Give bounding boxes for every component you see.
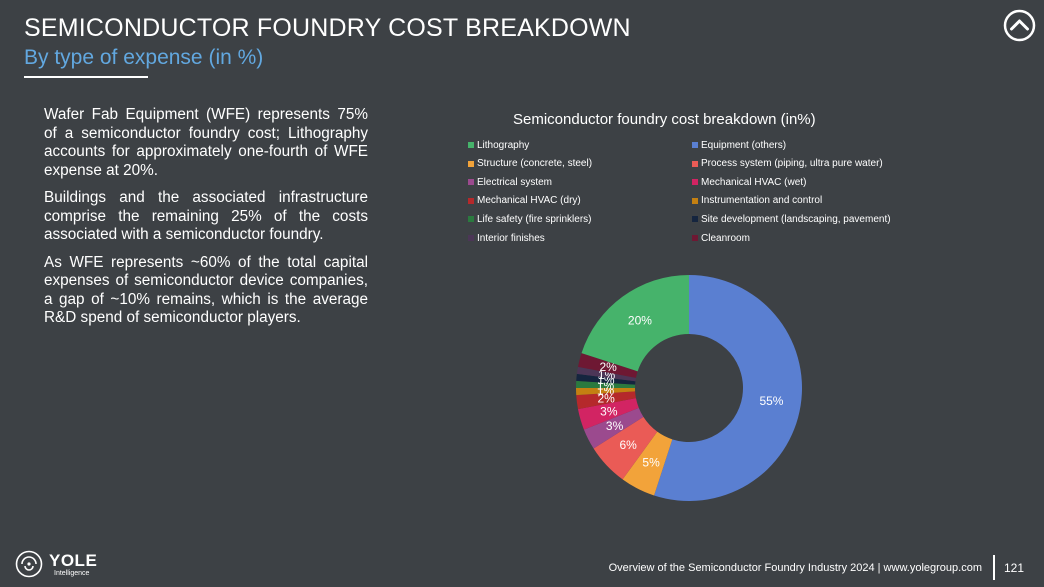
donut-slice [576, 380, 636, 388]
legend-swatch [692, 142, 698, 148]
slice-label: 55% [759, 394, 783, 408]
footer-source: Overview of the Semiconductor Foundry In… [608, 562, 982, 574]
slice-label: 5% [642, 455, 660, 469]
donut-slice [581, 275, 689, 372]
slice-label: 2% [597, 391, 615, 405]
legend-item: Structure (concrete, steel) [468, 158, 592, 170]
donut-slice [576, 373, 636, 385]
legend-item: Life safety (fire sprinklers) [468, 213, 591, 225]
legend-swatch [692, 160, 698, 167]
donut-slice [583, 407, 644, 449]
slice-label: 6% [619, 438, 637, 452]
page-number: 121 [1004, 561, 1025, 575]
paragraph-buildings: Buildings and the associated infrastruct… [44, 189, 368, 243]
donut-slice [593, 416, 658, 480]
legend-label: Equipment (others) [701, 139, 787, 151]
legend-label: Mechanical HVAC (wet) [701, 176, 807, 188]
donut-slice [576, 388, 636, 396]
page-subtitle: By type of expense (in %) [24, 46, 264, 69]
legend-label: Instrumentation and control [701, 195, 823, 207]
legend-item: Site development (landscaping, pavement) [692, 213, 891, 225]
legend-item: Cleanroom [692, 232, 750, 244]
paragraph-rnd: As WFE represents ~60% of the total capi… [44, 253, 368, 327]
legend-label: Life safety (fire sprinklers) [477, 213, 592, 225]
chevron-up-circle-icon[interactable] [1003, 9, 1036, 42]
legend-swatch [692, 179, 698, 186]
description-text: Wafer Fab Equipment (WFE) represents 75%… [44, 106, 368, 337]
legend-swatch [468, 142, 474, 148]
donut-slice [578, 398, 639, 430]
logo-subtitle: Intelligence [54, 570, 90, 577]
legend-swatch [468, 235, 474, 241]
legend-label: Interior finishes [477, 232, 545, 244]
donut-slice [576, 366, 636, 382]
legend-swatch [692, 197, 698, 204]
legend-label: Structure (concrete, steel) [477, 158, 593, 170]
yole-logo: YOLE Intelligence [15, 549, 110, 581]
page-title: SEMICONDUCTOR FOUNDRY COST BREAKDOWN [24, 14, 631, 42]
paragraph-wfe: Wafer Fab Equipment (WFE) represents 75%… [44, 106, 368, 179]
slice-label: 3% [606, 419, 624, 433]
legend-label: Electrical system [477, 176, 553, 188]
donut-slice [654, 275, 802, 501]
legend-swatch [468, 197, 474, 204]
yole-logo-icon [15, 550, 43, 578]
legend-swatch [468, 160, 474, 167]
logo-name: YOLE [49, 551, 98, 570]
legend-label: Process system (piping, ultra pure water… [701, 158, 883, 170]
footer-divider [993, 555, 995, 580]
legend-label: Lithography [477, 139, 530, 151]
legend-swatch [692, 216, 698, 223]
legend-item: Interior finishes [468, 232, 545, 244]
legend-label: Cleanroom [701, 232, 750, 244]
legend-item: Equipment (others) [692, 139, 786, 151]
legend-item: Lithography [468, 139, 529, 151]
donut-slice [578, 353, 638, 378]
legend-swatch [468, 179, 474, 186]
donut-chart: 55%5%6%3%3%2%1%1%1%1%2%20% [576, 275, 802, 501]
slice-label: 3% [600, 404, 618, 418]
legend-item: Mechanical HVAC (wet) [692, 176, 806, 188]
legend-swatch [468, 216, 474, 223]
legend-item: Mechanical HVAC (dry) [468, 195, 581, 207]
legend-label: Mechanical HVAC (dry) [477, 195, 581, 207]
donut-slice [622, 431, 673, 496]
slice-label: 20% [628, 313, 652, 327]
legend-item: Electrical system [468, 176, 552, 188]
title-underline [24, 76, 148, 78]
legend-item: Process system (piping, ultra pure water… [692, 158, 883, 170]
legend-item: Instrumentation and control [692, 195, 822, 207]
donut-slice [576, 391, 636, 410]
legend-swatch [692, 235, 698, 241]
legend-label: Site development (landscaping, pavement) [701, 213, 891, 225]
slice-label: 2% [599, 360, 617, 374]
chart-title: Semiconductor foundry cost breakdown (in… [513, 111, 816, 128]
